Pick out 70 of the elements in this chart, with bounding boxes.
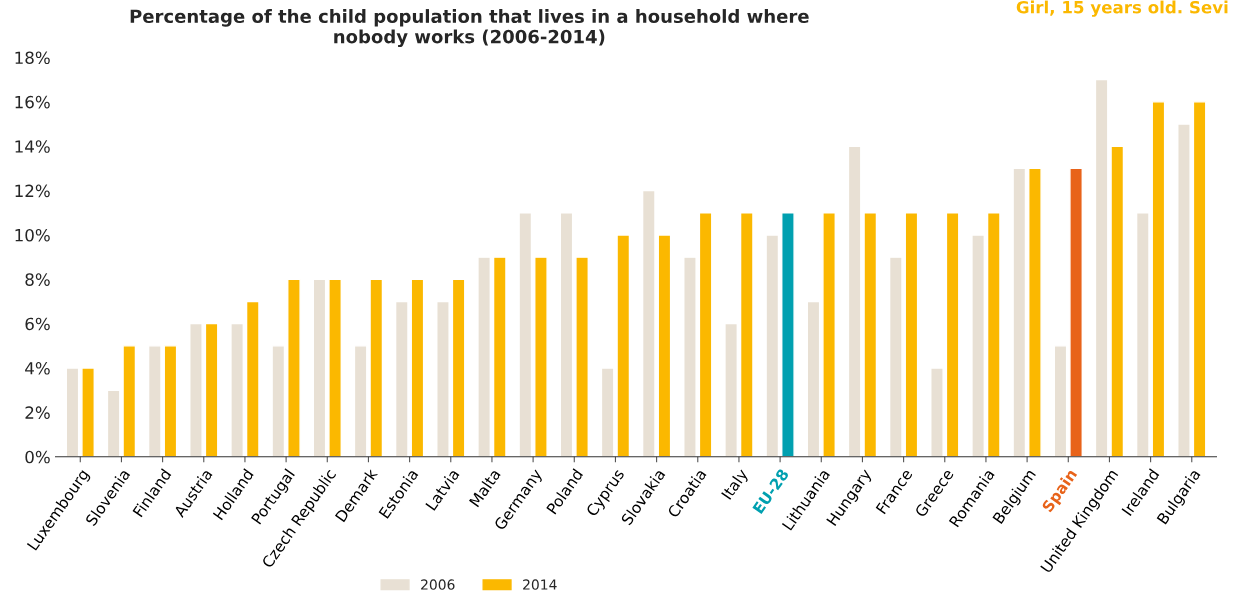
- bar: [230, 322, 244, 457]
- bar: [616, 234, 631, 457]
- bar: [641, 189, 656, 457]
- bar: [394, 300, 409, 457]
- bar: [436, 300, 450, 457]
- bar: [189, 322, 203, 457]
- bar: [518, 212, 533, 457]
- bar: [600, 367, 615, 457]
- bar: [781, 212, 795, 457]
- bar: [971, 234, 985, 457]
- y-tick-label: 14%: [15, 140, 50, 153]
- y-tick-label: 12%: [15, 184, 50, 198]
- bar: [534, 256, 548, 457]
- bar: [863, 212, 878, 457]
- bar: [1028, 167, 1042, 457]
- chart-title: Percentage of the child population that lives in a household where nobody works (2006-2014): [130, 9, 809, 48]
- bar: [1151, 101, 1166, 457]
- bar: [477, 256, 491, 457]
- bar: [1135, 212, 1150, 457]
- legend-label: 2014: [523, 579, 557, 590]
- bar: [930, 367, 944, 457]
- bar: [204, 322, 219, 457]
- bar: [739, 212, 754, 457]
- bar: [904, 212, 919, 457]
- bar: [1094, 78, 1109, 457]
- bar: [822, 212, 836, 457]
- bar: [287, 278, 301, 457]
- bar: [492, 256, 507, 457]
- bar: [806, 300, 821, 457]
- bar: [1192, 101, 1207, 457]
- bar: [559, 212, 574, 457]
- bar: [683, 256, 697, 457]
- bar: [575, 256, 589, 457]
- bar: [1012, 167, 1027, 457]
- y-tick-label: 8%: [25, 273, 50, 286]
- bar: [163, 345, 178, 457]
- bar: [147, 345, 162, 457]
- bar: [369, 278, 384, 457]
- bar: [698, 212, 713, 457]
- bar: [945, 212, 960, 457]
- bar: [328, 278, 342, 457]
- bar: [1053, 345, 1068, 457]
- legend-label: 2006: [421, 579, 455, 590]
- y-tick-label: 6%: [25, 317, 50, 331]
- bar: [410, 278, 425, 457]
- bar: [122, 345, 137, 457]
- text: Girl, 15 years old. Sevi: [1016, 0, 1228, 17]
- bar: [245, 300, 260, 457]
- bar: [765, 234, 780, 457]
- y-tick-label: 16%: [15, 95, 50, 109]
- bar: [657, 234, 672, 457]
- bar: [986, 212, 1001, 457]
- bar: [353, 345, 368, 457]
- bar: [271, 345, 286, 457]
- bar: [724, 322, 738, 457]
- bar: [81, 367, 95, 457]
- bar: [1069, 167, 1083, 457]
- bar: [1110, 145, 1125, 457]
- bar: [106, 389, 121, 457]
- y-tick-label: 4%: [25, 362, 50, 375]
- bar: [451, 278, 466, 457]
- bar: [888, 256, 903, 457]
- y-tick-label: 18%: [15, 51, 50, 65]
- bar: [1177, 123, 1191, 457]
- y-tick-label: 10%: [15, 228, 50, 242]
- bar: [312, 278, 327, 457]
- y-tick-label: 0%: [25, 450, 50, 464]
- bar: [65, 367, 80, 457]
- y-tick-label: 2%: [25, 406, 50, 419]
- bar: [847, 145, 862, 457]
